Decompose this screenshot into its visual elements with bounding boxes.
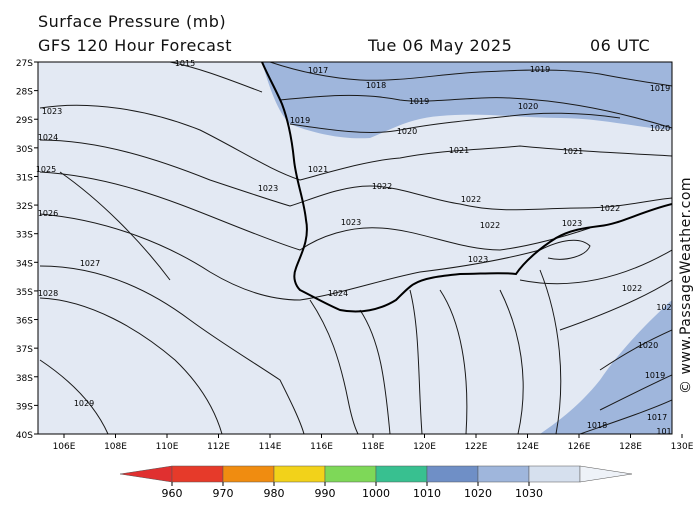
lon-label: 106E xyxy=(53,442,76,452)
contour-label: 1022 xyxy=(480,221,500,230)
lat-label: 34S xyxy=(16,259,33,269)
lon-label: 120E xyxy=(413,442,436,452)
colorbar-segment xyxy=(222,465,275,483)
colorbar-label: 1010 xyxy=(413,487,441,500)
contour-label: 1019 xyxy=(290,116,310,125)
lon-label: 114E xyxy=(259,442,282,452)
contour-label: 1027 xyxy=(80,259,100,268)
contour-label: 1023 xyxy=(468,255,488,264)
forecast-date: Tue 06 May 2025 xyxy=(368,36,513,55)
lat-label: 39S xyxy=(16,402,33,412)
lat-label: 38S xyxy=(16,374,33,384)
contour-label: 1022 xyxy=(372,182,392,191)
colorbar-segment xyxy=(273,465,326,483)
colorbar-label: 980 xyxy=(264,487,285,500)
lat-axis: 27S 28S 29S 30S 31S 32S 33S 34S 35S 36S 37S 38S 39S 4… xyxy=(16,59,38,441)
low-pressure-north xyxy=(262,62,672,139)
isobars xyxy=(39,62,672,434)
contour-label: 1020 xyxy=(518,102,538,111)
contour-label: 1022 xyxy=(600,204,620,213)
colorbar-label: 1000 xyxy=(362,487,390,500)
colorbar-right-arrow xyxy=(579,465,633,483)
lon-label: 126E xyxy=(568,442,591,452)
lat-label: 35S xyxy=(16,288,33,298)
colorbar-label: 960 xyxy=(162,487,183,500)
contour-label: 1020 xyxy=(638,341,658,350)
lon-label: 112E xyxy=(207,442,230,452)
lon-label: 130E xyxy=(671,442,694,452)
lat-label: 30S xyxy=(16,145,33,155)
chart-title: Surface Pressure (mb) xyxy=(38,12,227,31)
colorbar-segment xyxy=(426,465,479,483)
contour-label: 1018 xyxy=(366,81,386,90)
map-area xyxy=(38,62,672,434)
contour-labels: 1015 1017 1018 1019 1019 1019 1019 1020 1020 1020… xyxy=(36,59,672,436)
contour-label: 1021 xyxy=(308,165,328,174)
contour-label: 1026 xyxy=(38,209,58,218)
colorbar-label: 970 xyxy=(213,487,234,500)
contour-label: 1020 xyxy=(397,127,417,136)
contour-label: 102 xyxy=(656,303,671,312)
contour-label: 1019 xyxy=(645,371,665,380)
coastline xyxy=(261,62,672,313)
contour-label: 1024 xyxy=(328,289,348,298)
contour-label: 1021 xyxy=(449,146,469,155)
colorbar-segment xyxy=(171,465,224,483)
forecast-label: GFS 120 Hour Forecast xyxy=(38,36,233,55)
lat-label: 28S xyxy=(16,88,33,98)
lat-label: 37S xyxy=(16,345,33,355)
lon-label: 122E xyxy=(465,442,488,452)
lon-label: 116E xyxy=(310,442,333,452)
contour-label: 1019 xyxy=(409,97,429,106)
colorbar-label: 1020 xyxy=(464,487,492,500)
contour-label: 1022 xyxy=(622,284,642,293)
lon-label: 118E xyxy=(362,442,385,452)
lat-label: 31S xyxy=(16,173,33,183)
contour-label: 1018 xyxy=(587,421,607,430)
low-pressure-south xyxy=(540,300,672,434)
colorbar-label: 1030 xyxy=(515,487,543,500)
colorbar-segment xyxy=(477,465,530,483)
lat-label: 32S xyxy=(16,202,33,212)
colorbar-left-arrow xyxy=(119,465,173,483)
colorbar: 960 970 980 990 1000 1010 1020 1030 xyxy=(119,465,633,500)
lon-label: 110E xyxy=(156,442,179,452)
lon-label: 124E xyxy=(516,442,539,452)
lon-label: 108E xyxy=(104,442,127,452)
contour-label: 101 xyxy=(656,427,671,436)
contour-label: 1025 xyxy=(36,165,56,174)
contour-label: 1029 xyxy=(74,399,94,408)
contour-label: 1019 xyxy=(530,65,550,74)
contour-label: 1017 xyxy=(647,413,667,422)
lat-label: 36S xyxy=(16,317,33,327)
colorbar-segment xyxy=(324,465,377,483)
contour-label: 1022 xyxy=(461,195,481,204)
colorbar-segment xyxy=(528,465,581,483)
forecast-time: 06 UTC xyxy=(590,36,651,55)
contour-label: 1028 xyxy=(38,289,58,298)
lat-label: 40S xyxy=(16,431,33,441)
contour-label: 1023 xyxy=(562,219,582,228)
contour-label: 1019 xyxy=(650,84,670,93)
lat-label: 29S xyxy=(16,116,33,126)
lat-label: 33S xyxy=(16,231,33,241)
contour-label: 1015 xyxy=(175,59,195,68)
contour-label: 1023 xyxy=(258,184,278,193)
contour-label: 1023 xyxy=(341,218,361,227)
lat-label: 27S xyxy=(16,59,33,69)
colorbar-label: 990 xyxy=(315,487,336,500)
lon-axis: 106E 108E 110E 112E 114E 116E 118E 120E 122E 124E… xyxy=(53,434,694,452)
contour-label: 1021 xyxy=(563,147,583,156)
lon-label: 128E xyxy=(619,442,642,452)
colorbar-segment xyxy=(375,465,428,483)
contour-label: 1023 xyxy=(42,107,62,116)
contour-label: 1017 xyxy=(308,66,328,75)
map-frame xyxy=(37,61,673,435)
contour-label: 1024 xyxy=(38,133,58,142)
contour-label: 1020 xyxy=(650,124,670,133)
